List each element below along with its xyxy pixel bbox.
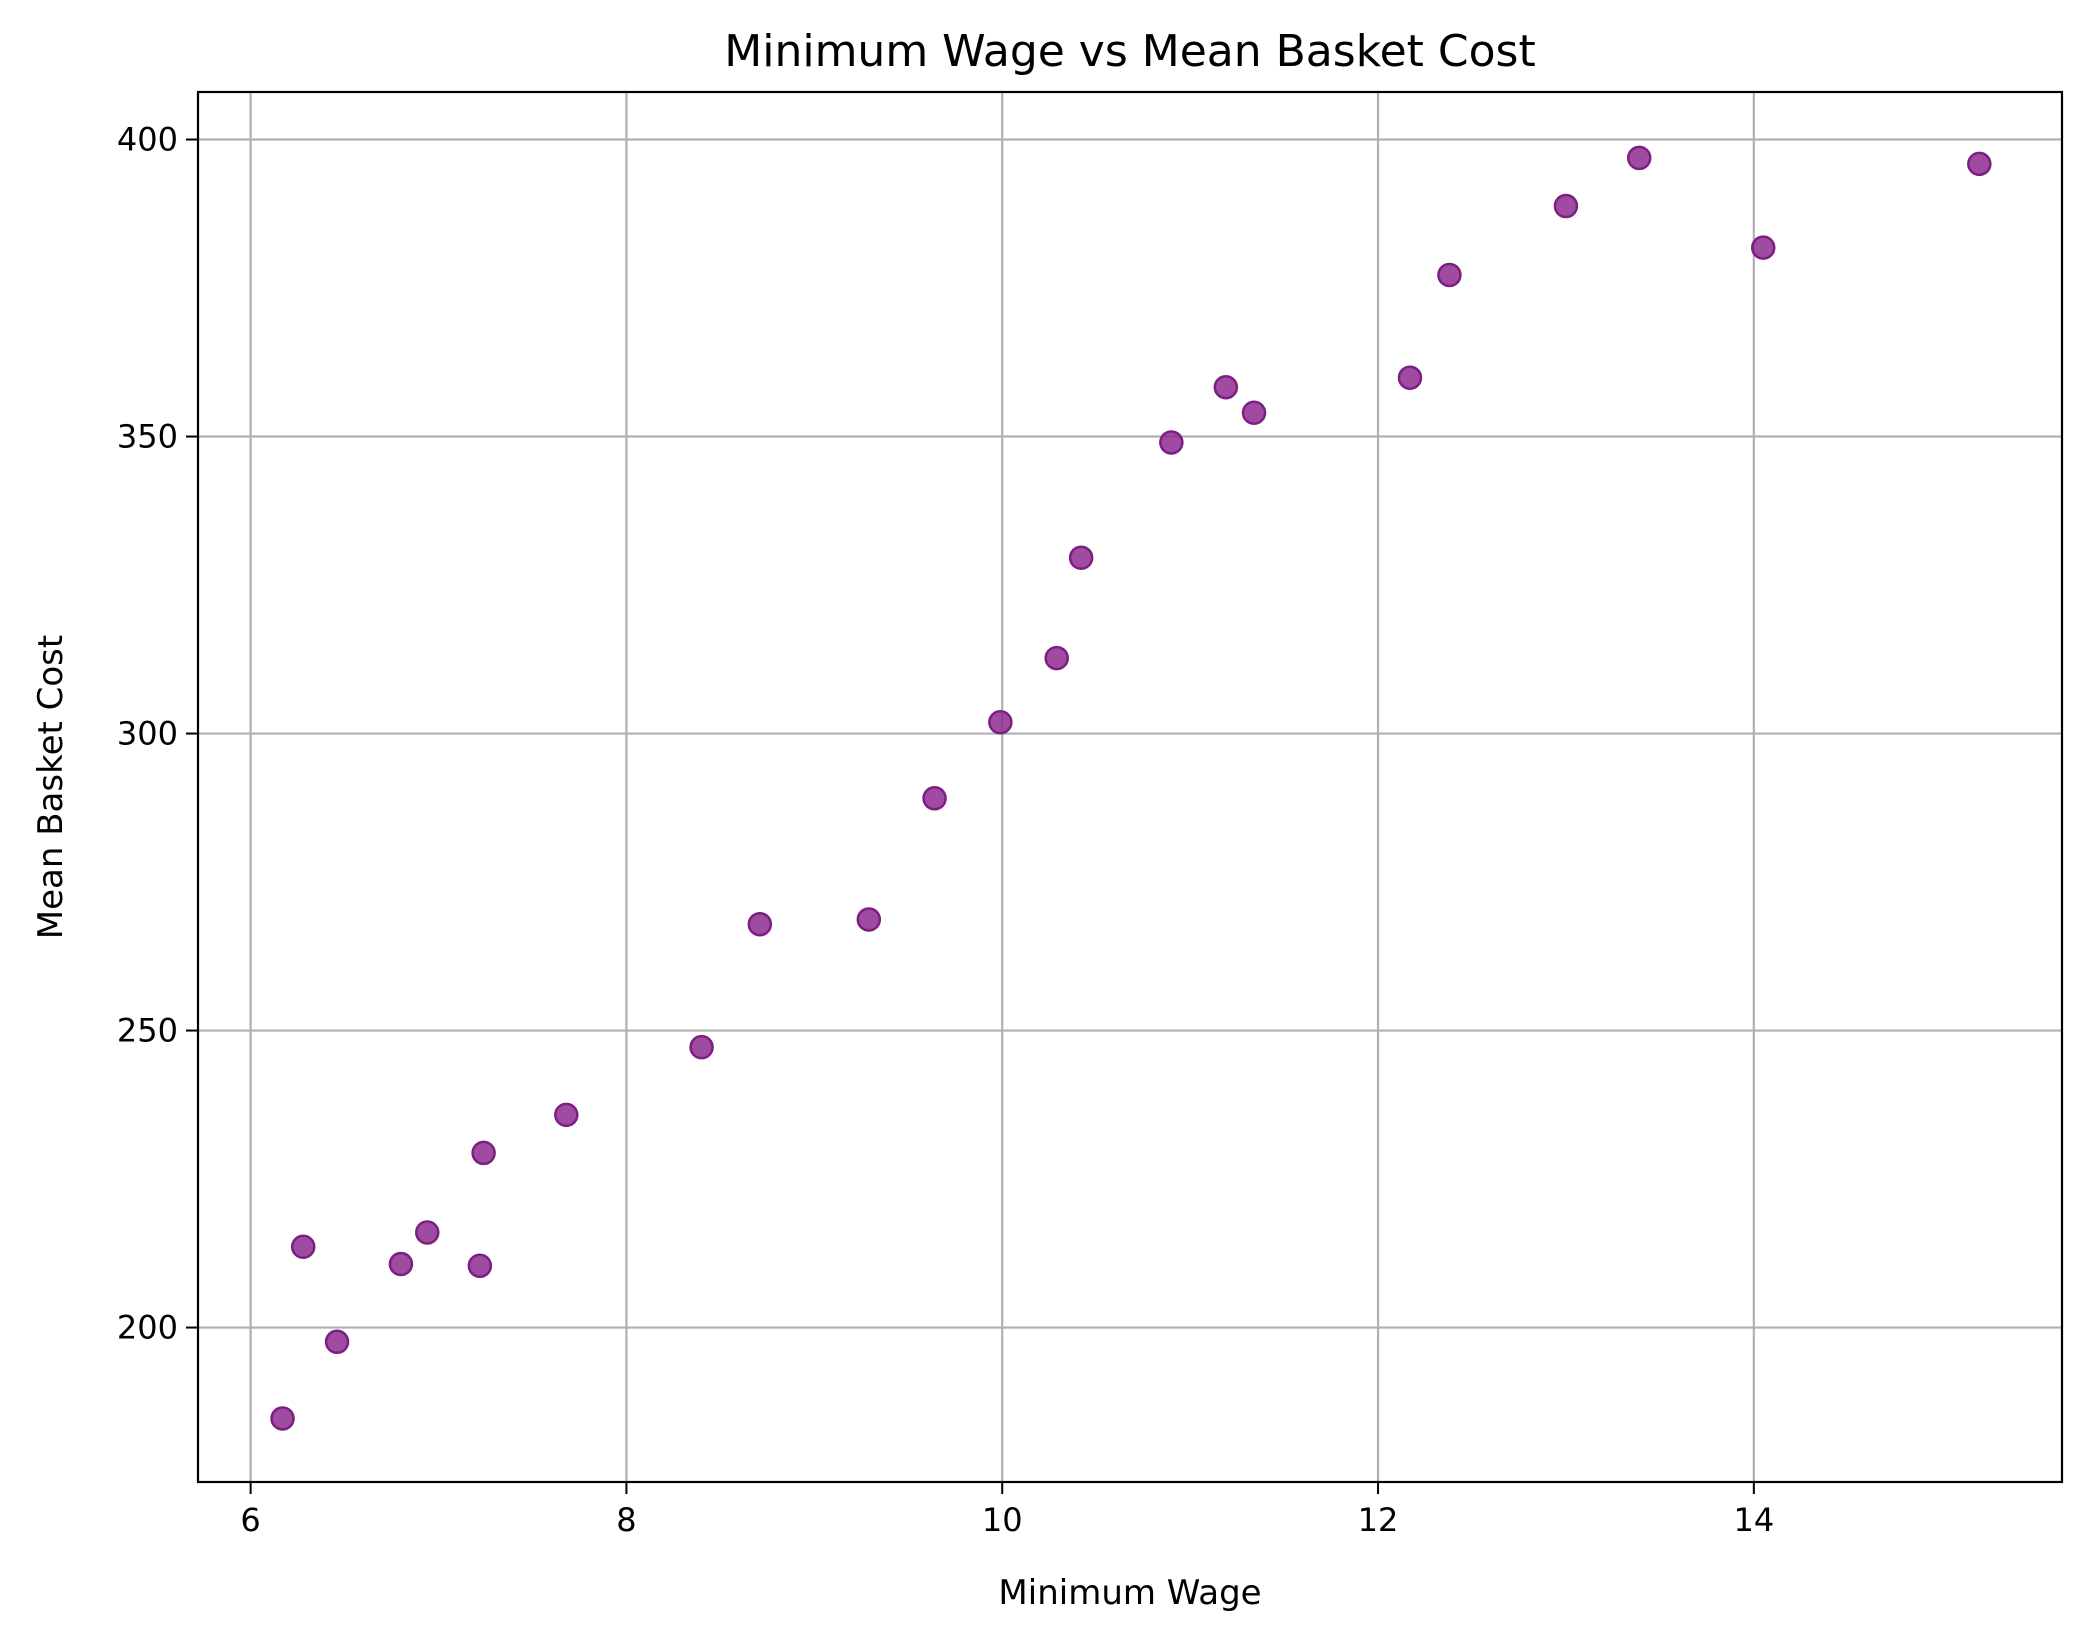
x-axis-label: Minimum Wage — [998, 1573, 1261, 1613]
y-tick-label: 350 — [117, 418, 178, 456]
data-point — [270, 1406, 295, 1431]
data-point — [856, 907, 882, 932]
data-point — [1626, 145, 1652, 171]
data-point — [471, 1140, 496, 1166]
data-point — [1750, 235, 1776, 260]
data-point — [1159, 430, 1184, 455]
y-tick-label: 300 — [117, 715, 178, 753]
x-tick-label: 8 — [616, 1501, 636, 1539]
x-tick-label: 6 — [240, 1501, 260, 1539]
points-layer — [270, 145, 1992, 1431]
y-tick-label: 400 — [117, 121, 178, 159]
plot-area-frame — [196, 90, 2064, 1484]
data-point — [1068, 545, 1094, 570]
data-point — [1241, 400, 1267, 426]
data-point — [554, 1102, 579, 1128]
x-tick-label: 12 — [1358, 1501, 1399, 1539]
data-point — [467, 1253, 493, 1279]
data-point — [414, 1220, 440, 1245]
data-point — [1213, 374, 1239, 400]
data-point — [1044, 645, 1069, 671]
data-point — [324, 1329, 350, 1355]
y-tick-label: 200 — [117, 1309, 178, 1347]
grid-layer — [198, 92, 2062, 1482]
y-axis-label: Mean Basket Cost — [31, 635, 71, 939]
data-point — [1397, 365, 1423, 390]
ticks-layer: 6 8 10 12 14 200 250 300 350 400 — [117, 121, 1774, 1539]
data-point — [290, 1234, 316, 1260]
data-point — [1437, 262, 1462, 288]
data-point — [1967, 151, 1992, 177]
data-point — [988, 710, 1013, 735]
data-point — [689, 1034, 714, 1060]
x-tick-label: 14 — [1733, 1501, 1774, 1539]
chart-title: Minimum Wage vs Mean Basket Cost — [724, 26, 1535, 77]
data-point — [1553, 193, 1579, 219]
data-point — [747, 911, 773, 937]
x-tick-label: 10 — [982, 1501, 1023, 1539]
data-point — [922, 786, 947, 811]
data-point — [388, 1251, 414, 1277]
y-tick-label: 250 — [117, 1012, 178, 1050]
